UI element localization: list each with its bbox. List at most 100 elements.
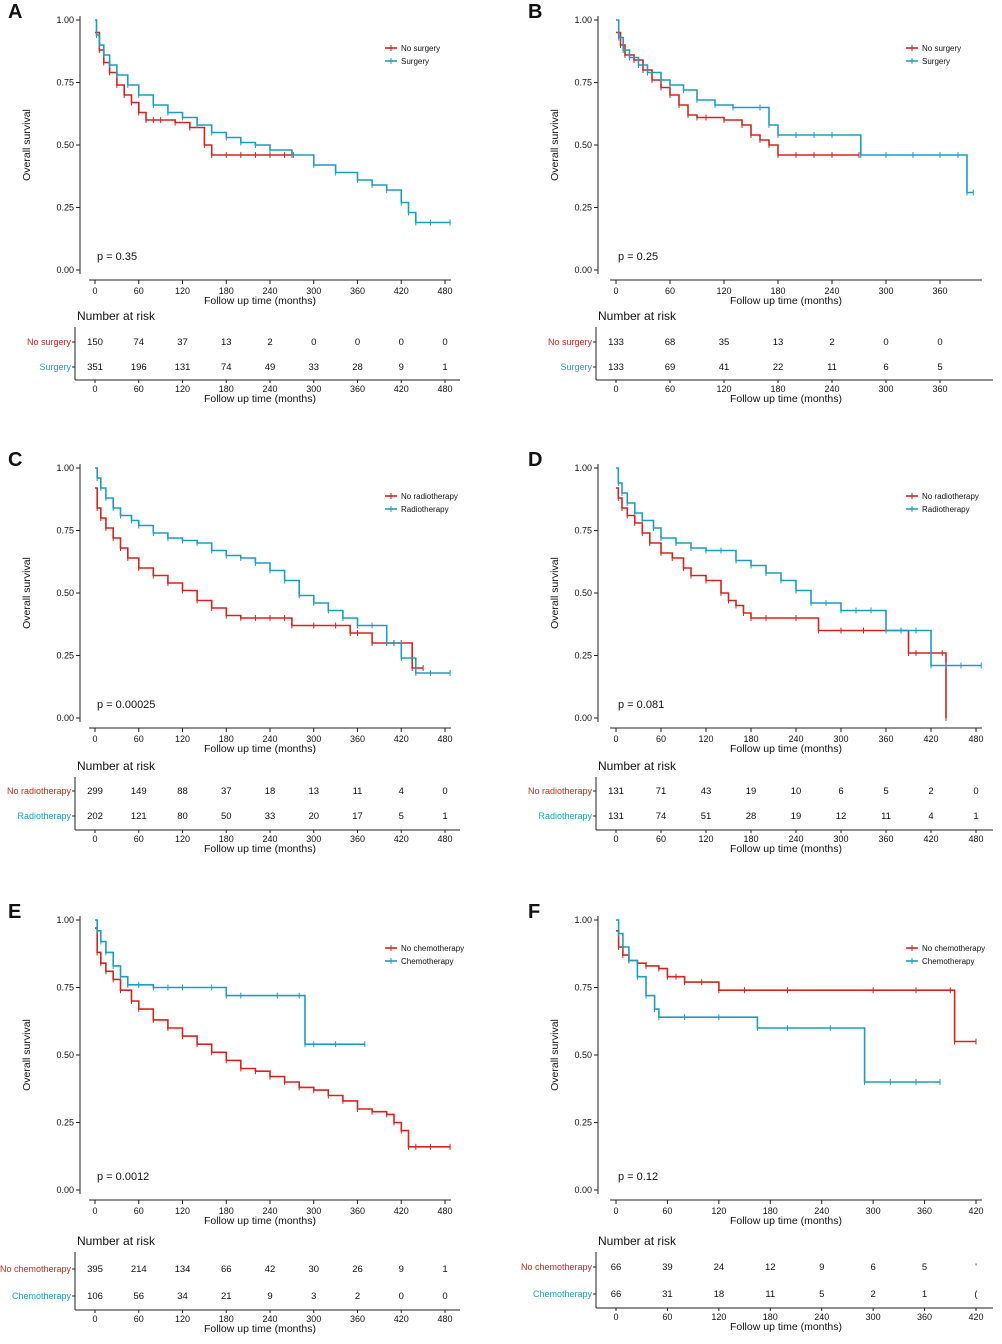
risk-value: 51 — [701, 811, 712, 822]
risk-x-axis-title: Follow up time (months) — [204, 1323, 316, 1335]
x-tick-label: 180 — [219, 734, 234, 744]
risk-value: 33 — [308, 362, 319, 373]
risk-value: 4 — [399, 786, 404, 797]
risk-x-tick-label: 60 — [665, 384, 675, 394]
y-tick-label: 0.75 — [56, 78, 74, 88]
risk-value: 395 — [87, 1264, 103, 1275]
risk-value: 149 — [131, 786, 147, 797]
risk-title: Number at risk — [598, 309, 677, 323]
panel-letter: B — [528, 1, 542, 23]
risk-x-tick-label: 0 — [613, 1312, 618, 1322]
risk-value: 5 — [883, 786, 888, 797]
risk-row-label: Surgery — [39, 362, 71, 372]
risk-value: 3 — [311, 1291, 316, 1302]
risk-value: 5 — [922, 1262, 927, 1273]
x-tick-label: 0 — [613, 286, 618, 296]
x-tick-label: 480 — [968, 734, 983, 744]
risk-x-tick-label: 60 — [662, 1312, 672, 1322]
y-tick-label: 0.75 — [56, 983, 74, 993]
risk-value: 88 — [177, 786, 188, 797]
risk-x-tick-label: 360 — [878, 834, 893, 844]
risk-value: 80 — [177, 811, 188, 822]
x-tick-label: 420 — [394, 286, 409, 296]
p-value: p = 0.25 — [618, 251, 658, 263]
risk-value: 0 — [883, 337, 888, 348]
risk-value: 33 — [265, 811, 276, 822]
risk-row-label: No surgery — [27, 337, 72, 347]
risk-value: 11 — [827, 362, 837, 373]
km-curve-no-radiotherapy — [616, 487, 947, 718]
risk-value: 19 — [791, 811, 802, 822]
y-tick-label: 1.00 — [56, 15, 74, 25]
risk-x-tick-label: 480 — [437, 384, 452, 394]
risk-value: 43 — [701, 786, 712, 797]
risk-x-tick-label: 60 — [656, 834, 666, 844]
y-tick-label: 1.00 — [574, 15, 592, 25]
risk-x-tick-label: 480 — [968, 834, 983, 844]
risk-x-tick-label: 420 — [923, 834, 938, 844]
risk-value: 0 — [937, 337, 942, 348]
x-tick-label: 0 — [92, 734, 97, 744]
risk-x-tick-label: 300 — [306, 834, 321, 844]
x-tick-label: 480 — [437, 1206, 452, 1216]
x-tick-label: 60 — [656, 734, 666, 744]
risk-value: 1 — [922, 1289, 927, 1300]
x-tick-label: 60 — [134, 1206, 144, 1216]
risk-x-tick-label: 120 — [698, 834, 713, 844]
risk-value: 0 — [442, 786, 447, 797]
risk-row-label: Surgery — [560, 362, 592, 372]
risk-value: 12 — [765, 1262, 776, 1273]
risk-title: Number at risk — [598, 759, 677, 773]
x-axis-title: Follow up time (months) — [730, 295, 842, 307]
x-tick-label: 60 — [665, 286, 675, 296]
y-tick-label: 0.50 — [56, 140, 74, 150]
x-tick-label: 60 — [134, 734, 144, 744]
p-value: p = 0.00025 — [97, 699, 155, 711]
risk-title: Number at risk — [77, 1234, 156, 1248]
risk-value: 68 — [665, 337, 676, 348]
risk-x-axis-title: Follow up time (months) — [204, 393, 316, 405]
risk-x-tick-label: 240 — [814, 1312, 829, 1322]
risk-x-tick-label: 420 — [394, 834, 409, 844]
risk-value: 4 — [928, 811, 933, 822]
x-tick-label: 420 — [968, 1206, 983, 1216]
risk-title: Number at risk — [77, 309, 156, 323]
risk-x-tick-label: 240 — [262, 834, 277, 844]
risk-value: 41 — [719, 362, 730, 373]
risk-x-tick-label: 420 — [968, 1312, 983, 1322]
km-curve-no-surgery — [95, 31, 294, 156]
risk-row-label: Radiotherapy — [538, 811, 592, 821]
risk-value: 37 — [177, 337, 188, 348]
x-tick-label: 120 — [175, 1206, 190, 1216]
legend-label: No surgery — [922, 44, 961, 53]
x-tick-label: 0 — [613, 1206, 618, 1216]
risk-row-label: No radiotherapy — [528, 786, 593, 796]
y-tick-label: 1.00 — [56, 915, 74, 925]
legend-label: Chemotherapy — [922, 957, 974, 966]
legend-label: No radiotherapy — [401, 492, 458, 501]
panel-e: E 1.00 0.75 0.50 0.25 0.00 Overall survival 0 60… — [0, 901, 464, 1335]
panel-letter: A — [8, 1, 22, 23]
risk-value: 1 — [442, 1264, 447, 1275]
risk-x-tick-label: 0 — [613, 384, 618, 394]
risk-title: Number at risk — [77, 759, 156, 773]
x-tick-label: 480 — [437, 286, 452, 296]
risk-x-tick-label: 300 — [866, 1312, 881, 1322]
x-tick-label: 360 — [878, 734, 893, 744]
risk-x-tick-label: 180 — [219, 384, 234, 394]
risk-value: ( — [974, 1289, 978, 1300]
x-tick-label: 180 — [770, 286, 785, 296]
risk-x-tick-label: 120 — [175, 384, 190, 394]
risk-value: 106 — [87, 1291, 103, 1302]
risk-x-tick-label: 480 — [437, 1314, 452, 1324]
risk-x-axis-title: Follow up time (months) — [730, 393, 842, 405]
x-tick-label: 0 — [613, 734, 618, 744]
legend-label: No surgery — [401, 44, 440, 53]
risk-value: 18 — [265, 786, 276, 797]
risk-value: 2 — [355, 1291, 360, 1302]
risk-value: 131 — [608, 786, 624, 797]
risk-value: 21 — [221, 1291, 232, 1302]
legend-label: No radiotherapy — [922, 492, 979, 501]
y-tick-label: 0.25 — [56, 203, 74, 213]
